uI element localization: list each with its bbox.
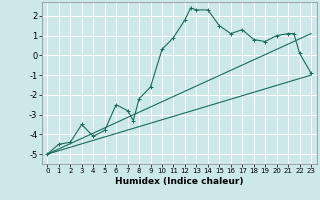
X-axis label: Humidex (Indice chaleur): Humidex (Indice chaleur) — [115, 177, 244, 186]
